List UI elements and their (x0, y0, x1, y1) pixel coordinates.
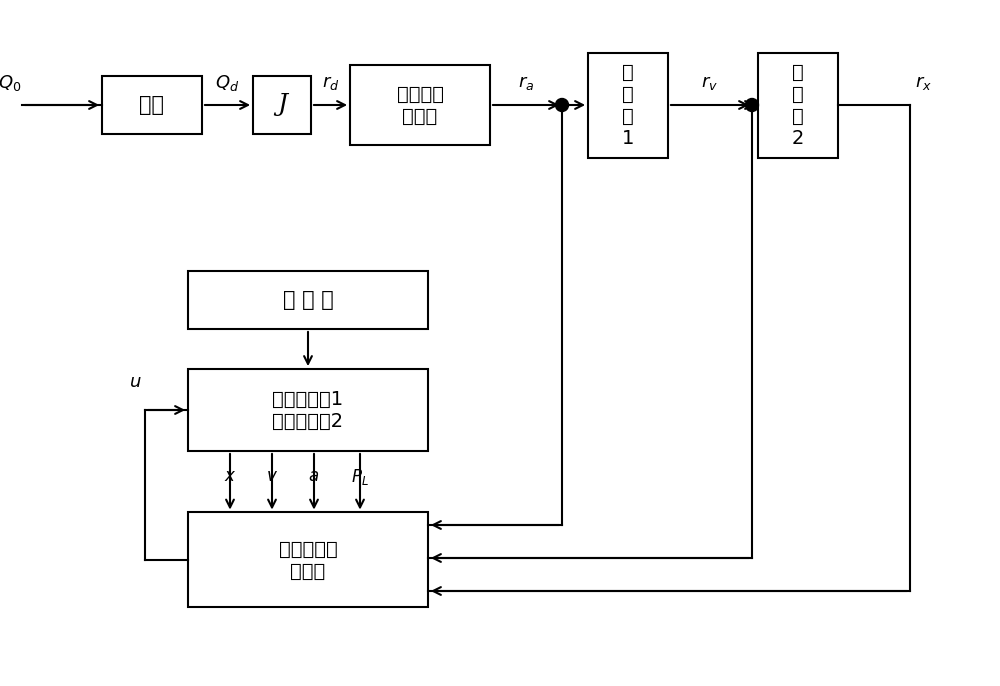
Text: $r_a$: $r_a$ (518, 74, 534, 92)
Text: $Q_d$: $Q_d$ (215, 73, 240, 93)
Text: 顺馈: 顺馈 (140, 95, 164, 115)
Bar (588, 53, 668, 158)
Text: $Q_0$: $Q_0$ (0, 73, 22, 93)
Text: 干扰力抑制
控制器: 干扰力抑制 控制器 (279, 539, 337, 580)
Text: $r_d$: $r_d$ (322, 74, 339, 92)
Bar (758, 53, 838, 158)
Bar (188, 271, 428, 329)
Text: $a$: $a$ (308, 469, 320, 485)
Text: 上 平 台: 上 平 台 (283, 290, 333, 310)
Bar (188, 369, 428, 451)
Text: J: J (277, 93, 287, 117)
Text: $x$: $x$ (224, 469, 236, 485)
Text: 阀控缸机构1
阀控缸机构2: 阀控缸机构1 阀控缸机构2 (272, 390, 344, 431)
Text: 积
分
器
2: 积 分 器 2 (792, 62, 804, 147)
Circle shape (746, 99, 759, 112)
Bar (102, 76, 202, 134)
Bar (188, 512, 428, 608)
Bar (253, 76, 311, 134)
Text: $v$: $v$ (266, 469, 278, 485)
Text: $r_x$: $r_x$ (915, 74, 932, 92)
Bar (350, 65, 490, 145)
Circle shape (556, 99, 568, 112)
Text: $r_v$: $r_v$ (701, 74, 719, 92)
Text: 参考信号
发生器: 参考信号 发生器 (396, 84, 444, 126)
Text: 积
分
器
1: 积 分 器 1 (622, 62, 634, 147)
Text: $P_L$: $P_L$ (351, 466, 369, 487)
Text: $u$: $u$ (129, 373, 141, 391)
